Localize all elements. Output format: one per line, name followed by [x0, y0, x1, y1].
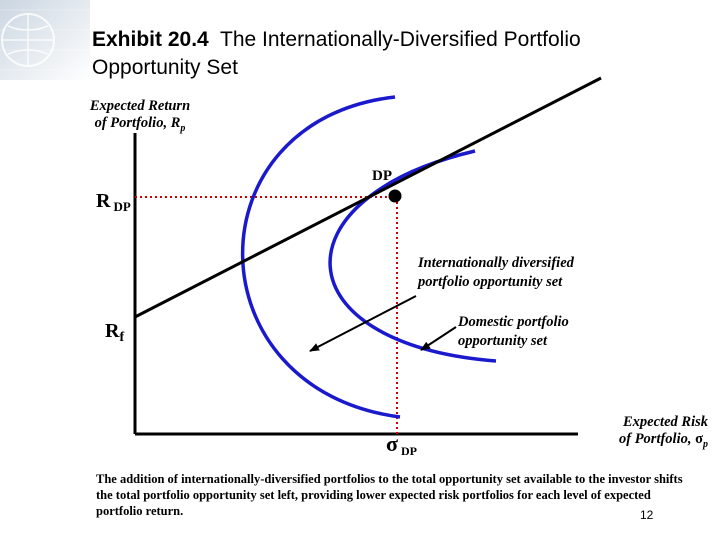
r-dp-sub: DP: [113, 199, 130, 214]
domestic-frontier-curve: [328, 149, 497, 363]
x-axis-label-line2: of Portfolio,: [618, 431, 692, 447]
dp-point: [388, 189, 402, 203]
intl-annotation-arrow: [309, 295, 417, 352]
x-axis-label-sub: p: [703, 438, 708, 450]
capital-market-line: [134, 76, 602, 319]
x-axis-label: Expected Risk of Portfolio, σp: [578, 414, 708, 453]
slide-caption: The addition of internationally-diversif…: [96, 472, 683, 518]
exhibit-number: Exhibit 20.4: [92, 28, 209, 51]
intl-opportunity-set-label: Internationally diversified portfolio op…: [418, 254, 618, 292]
dom-label-line2: opportunity set: [458, 333, 548, 349]
r-dp-label: R DP: [96, 190, 131, 214]
domestic-opportunity-set-label: Domestic portfolio opportunity set: [458, 313, 618, 351]
sigma-dp-sub: DP: [401, 444, 417, 458]
dom-label-line1: Domestic portfolio: [458, 314, 569, 330]
y-axis-label-line1: Expected Return: [89, 98, 191, 114]
corner-decoration: [0, 0, 90, 80]
title-line-2: Opportunity Set: [92, 56, 238, 79]
x-axis-label-sigma: σ: [695, 431, 703, 447]
rf-main: R: [105, 320, 120, 342]
intl-label-line2: portfolio opportunity set: [418, 274, 563, 290]
intl-label-line1: Internationally diversified: [418, 255, 574, 271]
title-text: The Internationally-Diversified Portfoli…: [220, 28, 581, 51]
y-axis-label-line2: of Portfolio, R: [94, 115, 181, 131]
y-axis-label: Expected Return of Portfolio, Rp: [70, 98, 210, 137]
slide-title: Exhibit 20.4 The Internationally-Diversi…: [92, 26, 712, 82]
domestic-annotation-arrow: [420, 326, 457, 351]
sigma-dp-main: σ: [386, 431, 398, 456]
rf-label: Rf: [105, 320, 124, 345]
sigma-dp-label: σ DP: [386, 431, 417, 458]
y-axis-label-sub: p: [180, 122, 186, 134]
r-dp-main: R: [96, 190, 111, 212]
dp-label: DP: [372, 168, 392, 184]
rf-sub: f: [119, 330, 124, 345]
x-axis-label-line1: Expected Risk: [623, 414, 708, 430]
page-number: 12: [640, 508, 654, 522]
international-frontier-curve: [240, 95, 401, 419]
